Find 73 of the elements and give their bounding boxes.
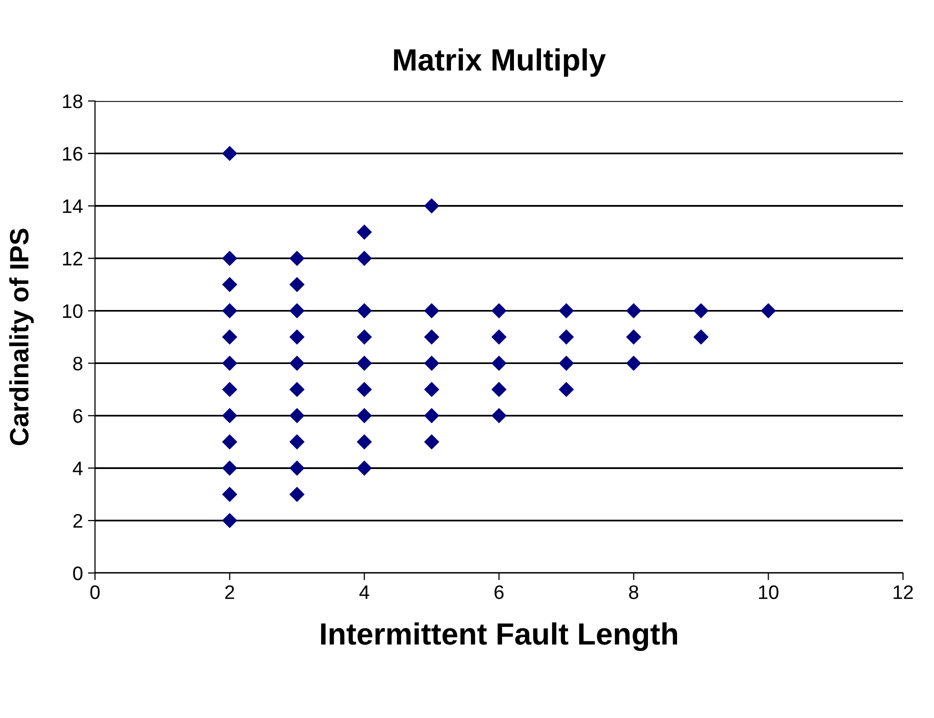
point: [222, 408, 238, 424]
point: [558, 329, 574, 345]
y-tick-label: 0: [73, 566, 82, 580]
point: [222, 434, 238, 450]
point: [289, 434, 305, 450]
x-axis-title: Intermittent Fault Length: [321, 622, 678, 651]
point: [289, 382, 305, 398]
point: [289, 250, 305, 266]
point: [626, 303, 642, 318]
point: [222, 329, 238, 345]
y-axis-title: Cardinality of IPS: [9, 228, 34, 446]
point: [424, 356, 440, 371]
point: [289, 356, 305, 371]
point: [558, 382, 574, 398]
x-tick-label: 4: [359, 586, 370, 599]
point: [356, 303, 372, 318]
chart-title: Matrix Multiply: [394, 48, 606, 77]
y-tick-label: 4: [72, 462, 83, 476]
point: [424, 408, 440, 424]
x-tick-label: 12: [894, 585, 913, 599]
point: [289, 329, 305, 345]
point: [222, 356, 238, 371]
point: [222, 146, 238, 162]
point: [356, 460, 372, 476]
point: [289, 303, 305, 318]
y-tick-label: 12: [63, 252, 82, 266]
point: [626, 329, 642, 345]
point: [491, 329, 507, 345]
point: [356, 356, 372, 371]
point: [424, 382, 440, 398]
point: [356, 382, 372, 398]
point: [491, 382, 507, 398]
x-tick-label: 10: [759, 585, 778, 600]
point: [356, 329, 372, 345]
y-tick-label: 8: [73, 356, 82, 370]
point: [626, 356, 642, 371]
point: [356, 434, 372, 450]
point: [222, 276, 238, 292]
point: [693, 303, 709, 318]
point: [222, 303, 238, 318]
point: [558, 356, 574, 371]
x-tick-label: 8: [629, 585, 638, 600]
point: [222, 512, 238, 528]
point: [356, 250, 372, 266]
point: [760, 303, 776, 318]
x-tick-label: 6: [494, 585, 504, 600]
y-tick-label: 14: [63, 200, 83, 213]
point: [289, 460, 305, 476]
point: [424, 434, 440, 450]
point: [424, 303, 440, 318]
point: [693, 329, 709, 345]
point: [289, 408, 305, 424]
y-tick-label: 2: [73, 514, 82, 528]
point: [356, 224, 372, 240]
x-tick-label: 0: [90, 585, 100, 600]
point: [424, 198, 440, 214]
point: [289, 486, 305, 502]
y-tick-label: 10: [63, 304, 82, 318]
point: [222, 486, 238, 502]
y-tick-label: 18: [63, 94, 82, 108]
y-tick-label: 6: [73, 409, 82, 423]
point: [491, 408, 507, 424]
point: [491, 356, 507, 371]
x-tick-label: 2: [225, 585, 234, 599]
point: [289, 276, 305, 292]
point: [491, 303, 507, 318]
y-tick-label: 16: [63, 146, 82, 161]
point: [424, 329, 440, 345]
point: [222, 382, 238, 398]
point: [558, 303, 574, 318]
point: [222, 460, 238, 476]
point: [356, 408, 372, 424]
point: [222, 250, 238, 266]
